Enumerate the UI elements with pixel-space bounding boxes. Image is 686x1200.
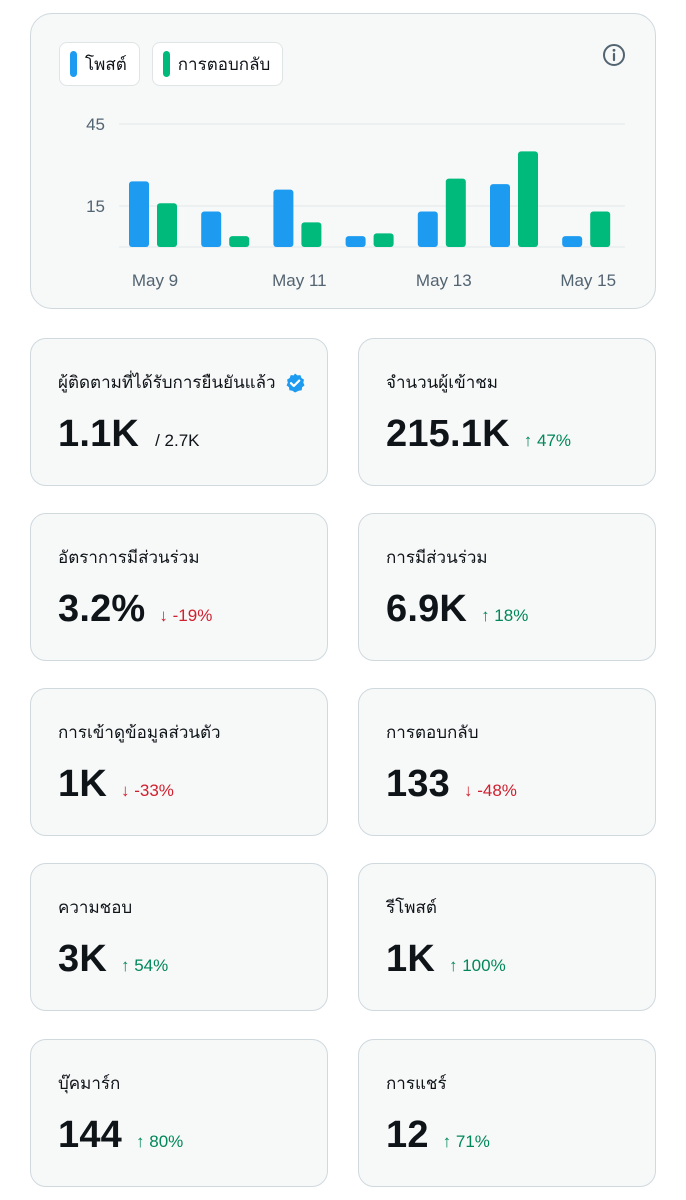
stat-value-row: 1.1K / 2.7K [58, 413, 200, 456]
x-tick-label: May 11 [272, 271, 327, 290]
stat-title-text: บุ๊คมาร์ก [58, 1074, 121, 1094]
bar-chart: 15 45 May 9 May 11 May 13 May 15 [86, 115, 625, 290]
stat-title-text: ผู้ติดตามที่ได้รับการยืนยันแล้ว [58, 373, 276, 393]
stat-total: / 2.7K [155, 431, 200, 450]
stat-title-text: ความชอบ [58, 898, 133, 918]
stat-title: จำนวนผู้เข้าชม [386, 369, 498, 396]
stat-change-down: ↓ -33% [120, 781, 174, 800]
stat-title-text: การเข้าดูข้อมูลส่วนตัว [58, 723, 221, 743]
stat-value: 1K [386, 938, 435, 980]
stat-title-text: การตอบกลับ [386, 723, 479, 743]
legend-swatch-replies [162, 51, 170, 77]
legend-label-replies: การตอบกลับ [177, 54, 271, 75]
stat-card-shares[interactable]: การแชร์ 12 ↑ 71% [358, 1039, 656, 1187]
info-circle-icon[interactable] [602, 43, 626, 67]
bar-replies [373, 233, 394, 247]
bar-posts [273, 189, 294, 247]
stat-title: ผู้ติดตามที่ได้รับการยืนยันแล้ว [58, 369, 306, 396]
stat-card-reposts[interactable]: รีโพสต์ 1K ↑ 100% [358, 863, 656, 1011]
stat-title-text: รีโพสต์ [386, 898, 437, 918]
stat-change-up: ↑ 18% [481, 606, 529, 625]
stat-card-likes[interactable]: ความชอบ 3K ↑ 54% [30, 863, 328, 1011]
stat-value: 12 [386, 1114, 429, 1156]
stat-change-up: ↑ 54% [120, 956, 169, 975]
stat-value-row: 1K ↑ 100% [386, 938, 506, 981]
bar-posts [201, 211, 222, 247]
legend-item-replies[interactable]: การตอบกลับ [151, 42, 284, 86]
stat-change-up: ↑ 71% [442, 1132, 490, 1151]
x-tick-label: May 9 [132, 271, 178, 290]
bar-replies [445, 178, 466, 247]
bar-replies [590, 211, 611, 247]
stat-value: 215.1K [386, 413, 510, 455]
stat-value-row: 144 ↑ 80% [58, 1114, 183, 1157]
legend-item-posts[interactable]: โพสต์ [59, 42, 140, 86]
stat-change-up: ↑ 47% [523, 431, 571, 450]
stat-title-text: อัตราการมีส่วนร่วม [58, 548, 200, 568]
stat-change-up: ↑ 80% [136, 1132, 184, 1151]
stat-title: การเข้าดูข้อมูลส่วนตัว [58, 719, 221, 746]
stat-title: บุ๊คมาร์ก [58, 1070, 120, 1097]
stat-card-replies[interactable]: การตอบกลับ 133 ↓ -48% [358, 688, 656, 836]
bar-replies [518, 151, 538, 247]
stat-card-impressions[interactable]: จำนวนผู้เข้าชม 215.1K ↑ 47% [358, 338, 656, 486]
legend-label-posts: โพสต์ [85, 54, 127, 75]
stat-title: ความชอบ [58, 894, 132, 921]
bar-posts [417, 211, 438, 247]
stat-title-text: การแชร์ [386, 1074, 447, 1094]
chart-card: 15 45 May 9 May 11 May 13 May 15 โพสต์ การตอบ… [30, 13, 656, 309]
stat-card-engagements[interactable]: การมีส่วนร่วม 6.9K ↑ 18% [358, 513, 656, 661]
y-tick-label: 45 [86, 115, 105, 134]
stat-value-row: 133 ↓ -48% [386, 763, 517, 806]
stat-card-profile-visits[interactable]: การเข้าดูข้อมูลส่วนตัว 1K ↓ -33% [30, 688, 328, 836]
stat-value-row: 1K ↓ -33% [58, 763, 174, 806]
bar-replies [229, 236, 250, 247]
stat-value: 1K [58, 763, 107, 805]
stat-change-down: ↓ -48% [464, 781, 517, 800]
stat-value: 144 [58, 1114, 123, 1156]
x-tick-label: May 13 [416, 271, 472, 290]
x-tick-label: May 15 [560, 271, 616, 290]
stat-card-engagement-rate[interactable]: อัตราการมีส่วนร่วม 3.2% ↓ -19% [30, 513, 328, 661]
stat-value: 133 [386, 763, 451, 805]
stat-value: 1.1K [58, 413, 140, 455]
bar-replies [157, 203, 177, 247]
stat-title-text: จำนวนผู้เข้าชม [386, 373, 498, 393]
stat-value: 3.2% [58, 588, 146, 630]
bar-replies [301, 222, 322, 247]
bar-posts [562, 236, 583, 247]
stat-title: การแชร์ [386, 1070, 447, 1097]
chart-legend: โพสต์ การตอบกลับ [59, 42, 284, 86]
bar-posts [490, 184, 510, 247]
stat-change-up: ↑ 100% [448, 956, 506, 975]
bar-posts [345, 236, 366, 247]
stat-value: 6.9K [386, 588, 468, 630]
stat-value-row: 12 ↑ 71% [386, 1114, 490, 1157]
stat-value: 3K [58, 938, 107, 980]
stat-card-bookmarks[interactable]: บุ๊คมาร์ก 144 ↑ 80% [30, 1039, 328, 1187]
verified-badge-icon [284, 372, 306, 394]
stat-card-verified-followers[interactable]: ผู้ติดตามที่ได้รับการยืนยันแล้ว 1.1K / 2.7… [30, 338, 328, 486]
stat-title: รีโพสต์ [386, 894, 437, 921]
stat-value-row: 215.1K ↑ 47% [386, 413, 571, 456]
stat-title: อัตราการมีส่วนร่วม [58, 544, 200, 571]
stat-title-text: การมีส่วนร่วม [386, 548, 488, 568]
stat-value-row: 6.9K ↑ 18% [386, 588, 528, 631]
legend-swatch-posts [70, 51, 77, 77]
bar-posts [129, 181, 149, 247]
stat-title: การตอบกลับ [386, 719, 479, 746]
stat-value-row: 3K ↑ 54% [58, 938, 168, 981]
stat-change-down: ↓ -19% [159, 606, 213, 625]
stat-title: การมีส่วนร่วม [386, 544, 488, 571]
stat-value-row: 3.2% ↓ -19% [58, 588, 212, 631]
y-tick-label: 15 [86, 197, 105, 216]
